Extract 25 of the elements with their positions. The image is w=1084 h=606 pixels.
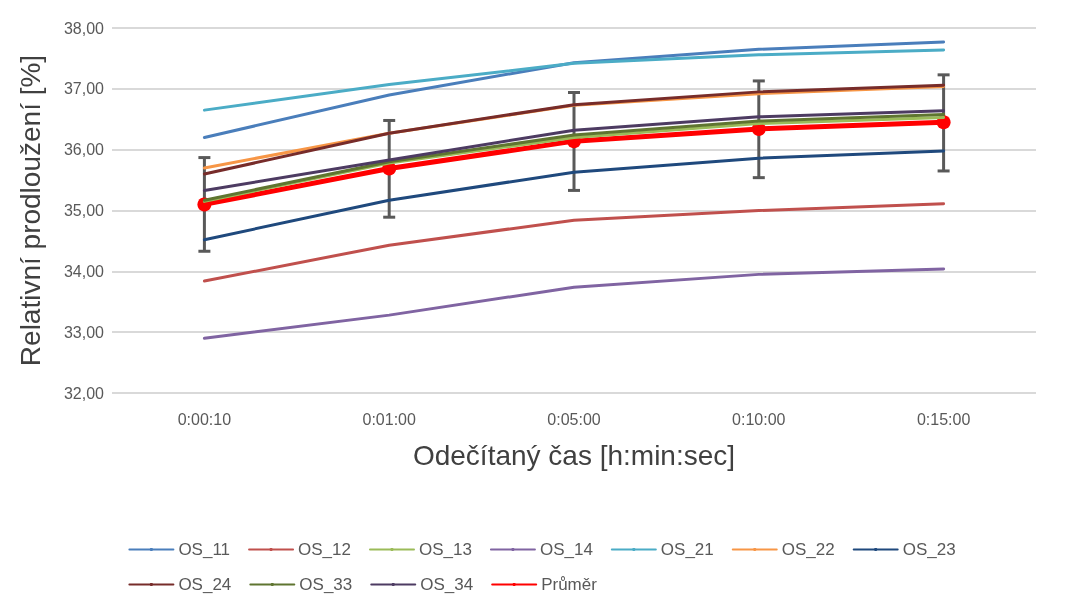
legend-label: OS_13 xyxy=(418,540,472,559)
y-tick-label: 36,00 xyxy=(63,141,105,159)
legend-label: OS_12 xyxy=(298,540,351,559)
legend-label: OS_21 xyxy=(660,540,714,559)
legend-label: OS_22 xyxy=(781,540,835,559)
legend-label: Průměr xyxy=(541,575,598,594)
y-tick-label: 35,00 xyxy=(63,202,105,219)
x-tick-label: 0:15:00 xyxy=(916,410,971,428)
x-tick-label: 0:05:00 xyxy=(547,410,601,428)
legend-label: OS_23 xyxy=(902,540,956,559)
y-tick-label: 37,00 xyxy=(63,80,105,98)
y-axis-title: Relativní prodloužení [%] xyxy=(14,54,46,367)
legend-label: OS_33 xyxy=(299,575,353,594)
legend-label: OS_11 xyxy=(178,540,231,559)
y-tick-label: 34,00 xyxy=(63,262,105,280)
x-tick-label: 0:01:00 xyxy=(362,410,416,428)
y-tick-label: 33,00 xyxy=(63,323,105,341)
legend-label: OS_24 xyxy=(178,575,232,594)
legend-label: OS_34 xyxy=(420,575,474,594)
legend-label: OS_14 xyxy=(539,540,593,559)
y-tick-label: 32,00 xyxy=(63,384,105,402)
x-tick-label: 0:00:10 xyxy=(177,410,232,428)
x-axis-title: Odečítaný čas [h:min:sec] xyxy=(412,439,736,471)
x-tick-label: 0:10:00 xyxy=(732,410,786,428)
y-tick-label: 38,00 xyxy=(63,19,105,37)
